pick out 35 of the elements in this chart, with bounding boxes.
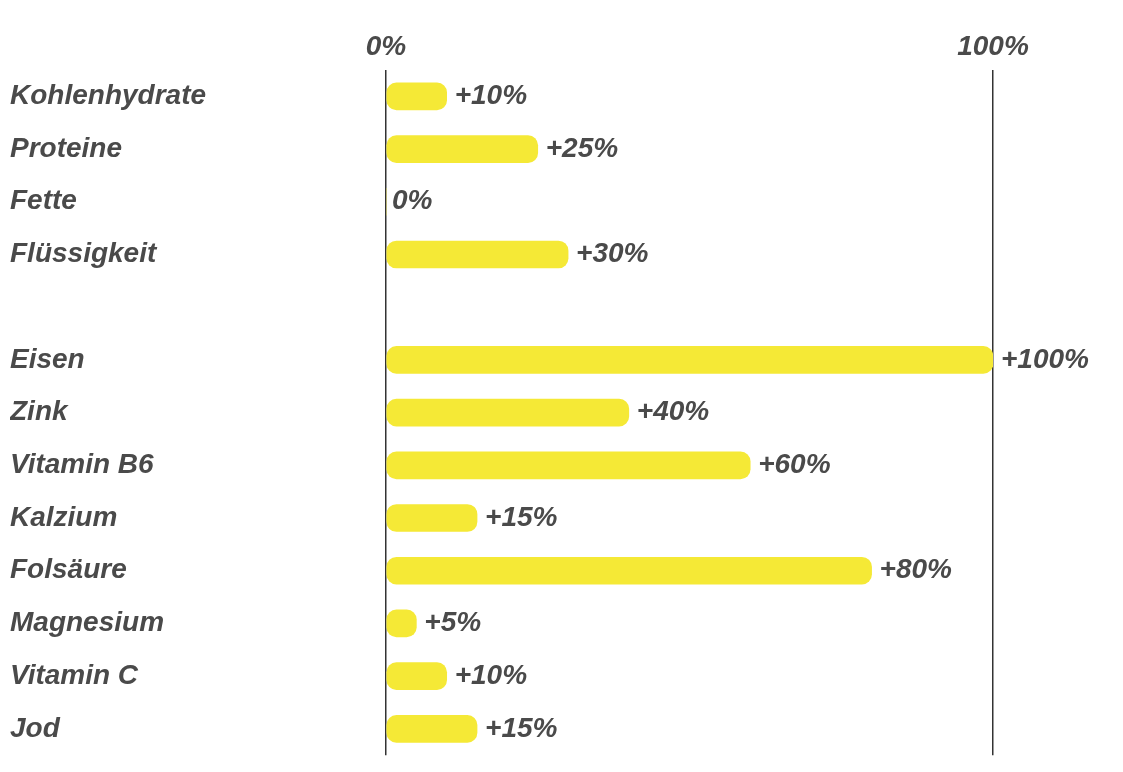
data-label: +30%: [576, 237, 649, 269]
data-label: +15%: [485, 711, 558, 743]
data-label: +60%: [758, 448, 831, 480]
data-label: +10%: [454, 79, 528, 111]
y-tick-label: Fette: [10, 184, 77, 216]
y-tick-label: Magnesium: [10, 606, 165, 638]
data-label: +40%: [636, 395, 710, 427]
data-label: +10%: [454, 658, 528, 690]
bar: [386, 451, 751, 480]
y-tick-label: Flüssigkeit: [10, 237, 158, 269]
bar: [386, 240, 569, 269]
bar: [386, 504, 478, 532]
y-tick-label: Vitamin C: [10, 658, 139, 690]
y-tick-label: Folsäure: [10, 553, 127, 585]
data-label: +15%: [485, 500, 558, 532]
data-label: 0%: [392, 184, 433, 216]
data-label: +25%: [545, 131, 619, 163]
bar: [386, 556, 872, 585]
y-tick-label: Eisen: [10, 342, 85, 374]
data-label: +80%: [879, 553, 953, 585]
data-label: +5%: [424, 606, 482, 638]
y-tick-label: Kalzium: [10, 500, 118, 532]
bar: [386, 135, 539, 163]
y-tick-label: Kohlenhydrate: [10, 79, 207, 111]
y-tick-label: Jod: [10, 711, 61, 743]
bar: [386, 346, 993, 374]
bar: [386, 715, 478, 743]
bar: [386, 82, 448, 111]
data-label: +100%: [1001, 342, 1090, 374]
y-tick-label: Zink: [9, 395, 69, 427]
x-tick-label: 100%: [957, 29, 1029, 61]
y-tick-label: Vitamin B6: [10, 448, 155, 480]
bar: [386, 662, 448, 690]
y-tick-label: Proteine: [10, 131, 123, 163]
bar: [386, 398, 630, 427]
